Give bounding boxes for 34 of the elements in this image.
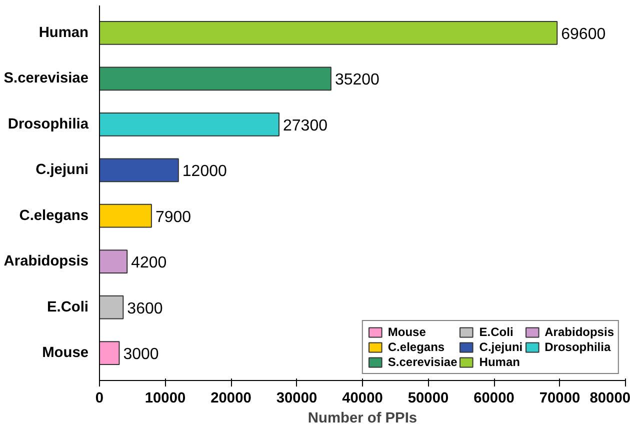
x-tick-label: 60000 [474, 390, 514, 406]
x-tick-label: 20000 [210, 390, 252, 406]
data-label: 12000 [182, 163, 227, 180]
data-label: 3600 [127, 300, 163, 318]
x-axis-title: Number of PPIs [308, 410, 418, 426]
x-tick-label: 30000 [276, 390, 318, 406]
y-tick-label: Mouse [42, 345, 89, 362]
x-tick-label: 70000 [539, 390, 580, 406]
data-label: 35200 [334, 72, 380, 89]
x-tick-label: 50000 [408, 390, 449, 406]
data-label: 69600 [561, 26, 606, 43]
data-label: 3000 [123, 346, 159, 364]
legend-label: Arabidopsis [544, 325, 614, 339]
y-tick-label: C.jejuni [36, 162, 89, 178]
legend-label: Mouse [388, 325, 426, 339]
legend-label: Drosophilia [544, 340, 611, 354]
x-tick-label: 10000 [144, 390, 186, 406]
data-label: 4200 [131, 254, 167, 272]
data-label: 7900 [155, 208, 192, 226]
legend-label: E.Coli [479, 325, 514, 339]
legend-label: C.elegans [388, 340, 445, 354]
y-tick-label: E.Coli [46, 299, 89, 316]
legend-label: S.cerevisiae [388, 355, 458, 369]
x-tick-label: 80000 [590, 390, 630, 406]
x-tick-label: 0 [95, 390, 104, 406]
y-tick-label: Human [38, 24, 89, 41]
y-tick-label: Arabidopsis [4, 254, 89, 270]
x-tick-label: 40000 [342, 390, 383, 406]
y-tick-label: S.cerevisiae [4, 70, 89, 87]
legend-label: Human [479, 355, 520, 369]
y-tick-label: C.elegans [19, 208, 89, 224]
y-tick-label: Drosophilia [8, 116, 90, 132]
legend-label: C.jejuni [479, 340, 523, 354]
data-label: 27300 [282, 117, 328, 134]
